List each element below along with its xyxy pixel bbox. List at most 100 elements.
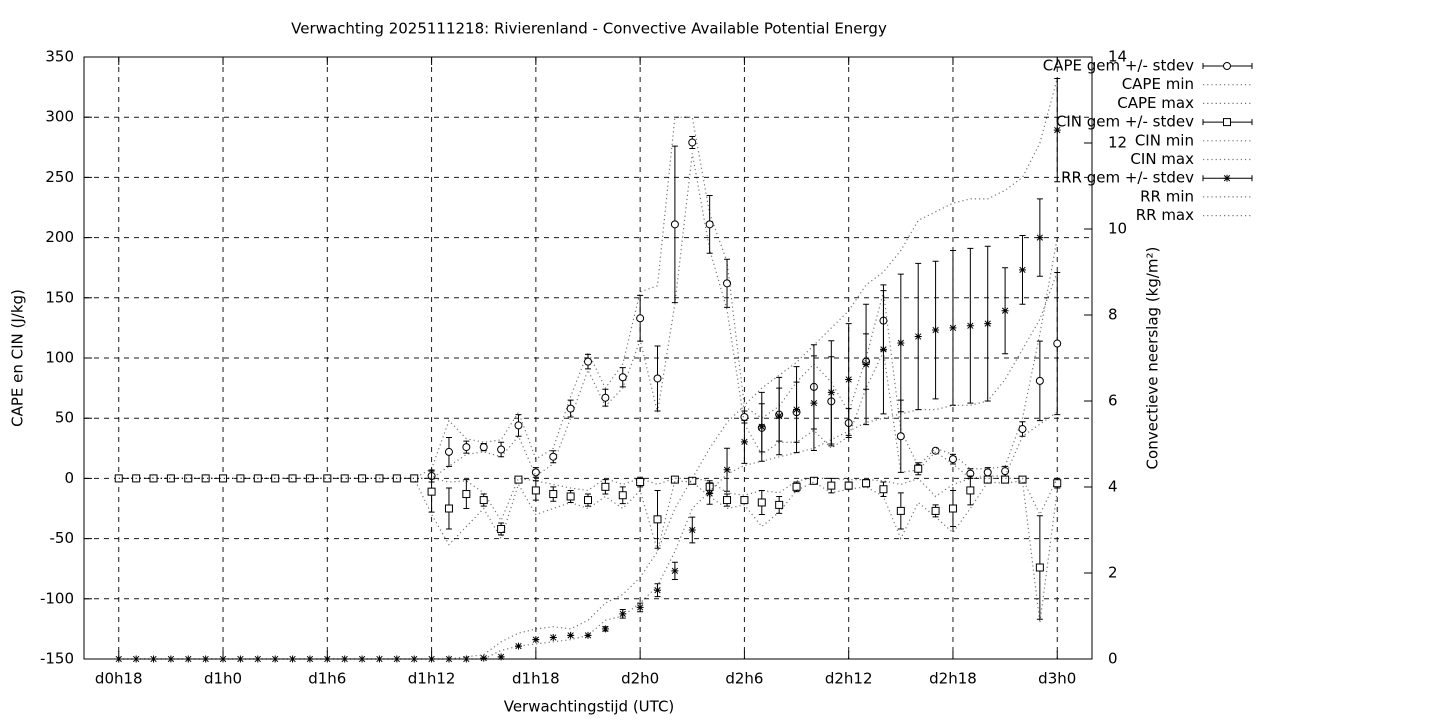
marker — [1036, 234, 1044, 242]
marker — [1053, 479, 1062, 488]
legend-label: CAPE min — [1122, 75, 1194, 93]
y-tick-label: 350 — [45, 48, 74, 66]
legend-label: CIN gem +/- stdev — [1056, 113, 1194, 131]
marker — [879, 345, 887, 353]
marker — [566, 492, 575, 501]
marker — [914, 333, 922, 340]
marker — [584, 496, 592, 505]
marker — [671, 567, 679, 575]
marker — [775, 412, 783, 420]
marker — [236, 474, 245, 483]
marker — [636, 314, 645, 323]
legend-label: RR max — [1136, 206, 1194, 224]
marker — [688, 138, 697, 147]
y2-tick-label: 10 — [1108, 220, 1127, 238]
marker — [549, 634, 557, 641]
marker — [931, 446, 940, 455]
marker — [914, 464, 923, 473]
y2-tick-label: 8 — [1108, 306, 1118, 324]
marker — [201, 474, 210, 483]
range-line — [118, 78, 1058, 660]
marker — [636, 603, 644, 611]
y-tick-label: 50 — [55, 409, 74, 427]
marker — [444, 447, 453, 456]
y2-tick-label: 14 — [1108, 48, 1127, 66]
y2-axis-label: Convectieve neerslag (kg/m²) — [1144, 247, 1162, 470]
marker — [653, 515, 662, 524]
legend-label: CIN max — [1130, 150, 1194, 168]
y2-tick-label: 2 — [1108, 564, 1118, 582]
marker — [1053, 339, 1062, 348]
x-axis-label: Verwachtingstijd (UTC) — [504, 698, 675, 716]
marker — [323, 655, 331, 663]
marker — [723, 279, 732, 288]
marker — [792, 482, 801, 491]
marker — [514, 642, 522, 650]
marker — [167, 655, 175, 663]
x-tick-label: d2h0 — [621, 670, 659, 688]
marker — [932, 326, 940, 334]
legend-marker — [1223, 62, 1231, 70]
marker — [636, 478, 645, 487]
marker — [740, 412, 749, 421]
legend-label: CAPE gem +/- stdev — [1043, 57, 1194, 75]
marker — [896, 506, 905, 515]
marker — [931, 506, 940, 515]
x-tick-label: d3h0 — [1038, 670, 1076, 688]
marker — [845, 376, 853, 383]
marker — [462, 490, 471, 499]
marker — [428, 655, 436, 663]
y2-tick-label: 4 — [1108, 478, 1118, 496]
marker — [341, 655, 349, 663]
marker — [862, 479, 871, 488]
marker — [827, 388, 835, 396]
y-tick-label: -50 — [50, 529, 75, 547]
marker — [479, 443, 488, 452]
marker — [184, 655, 192, 663]
x-tick-label: d2h18 — [929, 670, 977, 688]
y-tick-label: 100 — [45, 349, 74, 367]
marker — [584, 357, 592, 366]
marker — [219, 655, 227, 663]
marker — [984, 320, 992, 328]
legend-label: CIN min — [1135, 131, 1194, 149]
marker — [1001, 475, 1010, 484]
marker — [983, 475, 992, 484]
marker — [531, 468, 540, 477]
marker — [1001, 307, 1009, 315]
x-tick-label: d1h18 — [512, 670, 560, 688]
marker — [288, 474, 297, 483]
chart-title: Verwachting 2025111218: Rivierenland - C… — [291, 20, 887, 38]
marker — [531, 486, 540, 495]
y-tick-label: -100 — [40, 589, 74, 607]
marker — [479, 496, 488, 505]
y-tick-label: 0 — [64, 469, 74, 487]
legend-label: RR min — [1140, 187, 1194, 205]
marker — [1018, 425, 1027, 434]
x-tick-label: d1h12 — [408, 670, 456, 688]
marker — [480, 654, 488, 662]
marker — [532, 636, 540, 644]
y-axis-label: CAPE en CIN (J/kg) — [9, 289, 27, 427]
marker — [567, 631, 575, 639]
y-tick-label: 200 — [45, 228, 74, 246]
marker — [340, 474, 349, 483]
y2-tick-label: 0 — [1108, 650, 1118, 668]
marker — [827, 481, 836, 490]
marker — [1035, 376, 1044, 385]
x-tick-label: d1h6 — [308, 670, 346, 688]
marker — [793, 406, 801, 414]
marker — [166, 474, 175, 483]
marker — [757, 498, 766, 507]
marker — [653, 374, 662, 383]
marker — [1001, 467, 1010, 476]
marker — [427, 487, 436, 496]
marker — [879, 485, 888, 494]
marker — [462, 443, 471, 452]
marker — [966, 322, 974, 330]
marker — [497, 524, 506, 533]
marker — [410, 655, 418, 663]
marker — [862, 360, 870, 368]
marker — [410, 474, 419, 483]
